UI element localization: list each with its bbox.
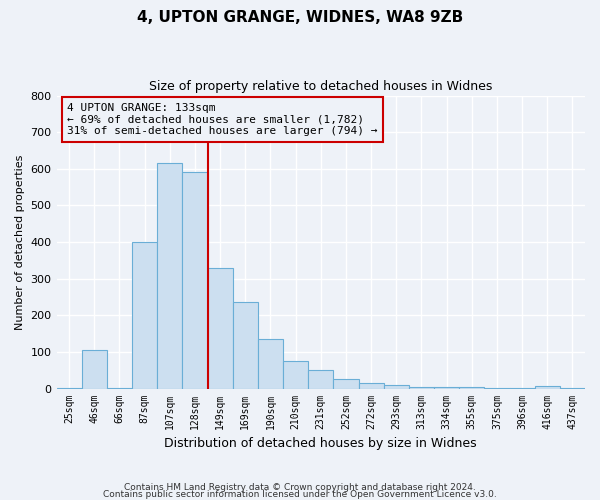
- Text: 4 UPTON GRANGE: 133sqm
← 69% of detached houses are smaller (1,782)
31% of semi-: 4 UPTON GRANGE: 133sqm ← 69% of detached…: [67, 103, 377, 136]
- Bar: [359, 383, 383, 388]
- Bar: [383, 385, 409, 388]
- Text: 4, UPTON GRANGE, WIDNES, WA8 9ZB: 4, UPTON GRANGE, WIDNES, WA8 9ZB: [137, 10, 463, 25]
- Y-axis label: Number of detached properties: Number of detached properties: [15, 154, 25, 330]
- Bar: [182, 172, 208, 388]
- Bar: [535, 386, 560, 388]
- Bar: [409, 386, 434, 388]
- Bar: [308, 370, 334, 388]
- Title: Size of property relative to detached houses in Widnes: Size of property relative to detached ho…: [149, 80, 493, 93]
- Bar: [157, 164, 182, 388]
- Bar: [334, 380, 359, 388]
- Bar: [283, 361, 308, 388]
- Bar: [132, 242, 157, 388]
- Bar: [258, 339, 283, 388]
- Text: Contains public sector information licensed under the Open Government Licence v3: Contains public sector information licen…: [103, 490, 497, 499]
- Bar: [82, 350, 107, 389]
- Text: Contains HM Land Registry data © Crown copyright and database right 2024.: Contains HM Land Registry data © Crown c…: [124, 484, 476, 492]
- Bar: [233, 302, 258, 388]
- X-axis label: Distribution of detached houses by size in Widnes: Distribution of detached houses by size …: [164, 437, 477, 450]
- Bar: [208, 268, 233, 388]
